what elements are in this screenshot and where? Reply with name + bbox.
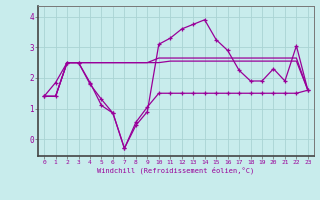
X-axis label: Windchill (Refroidissement éolien,°C): Windchill (Refroidissement éolien,°C) [97,167,255,174]
